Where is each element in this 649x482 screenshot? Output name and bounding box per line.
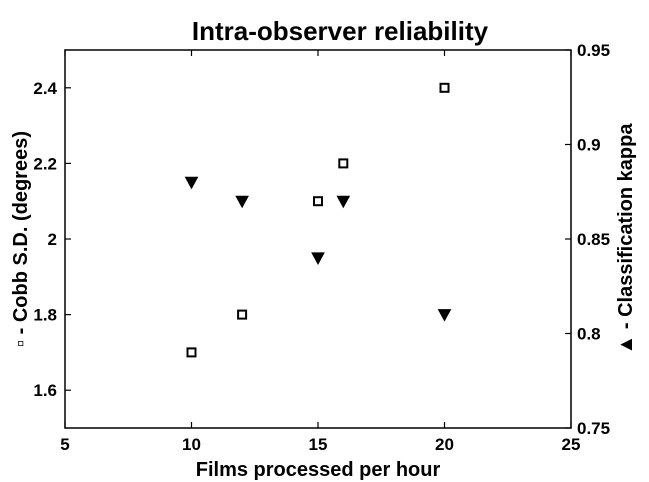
left-y-axis-ticks: 1.6 1.8 2 2.2 2.4 bbox=[33, 79, 71, 400]
data-markers bbox=[184, 82, 452, 358]
right-y-tick-label: 0.95 bbox=[577, 41, 610, 60]
left-y-tick-label: 2.2 bbox=[33, 154, 57, 173]
x-tick-label: 25 bbox=[562, 435, 581, 454]
x-axis-label: Films processed per hour bbox=[196, 459, 441, 481]
plot-frame bbox=[64, 49, 572, 429]
triangle-point bbox=[184, 176, 199, 190]
chart-title: Intra-observer reliability bbox=[192, 16, 489, 46]
left-y-tick-label: 2.4 bbox=[33, 79, 57, 98]
left-y-axis-marker: ▫ bbox=[10, 340, 32, 347]
square-point bbox=[313, 196, 323, 207]
right-y-axis-marker: ▲ bbox=[615, 335, 637, 355]
x-tick-label: 15 bbox=[309, 435, 328, 454]
right-y-axis-ticks: 0.75 0.8 0.85 0.9 0.95 bbox=[565, 41, 610, 438]
square-point bbox=[186, 347, 197, 358]
triangle-point bbox=[336, 195, 351, 209]
left-y-tick-label: 1.6 bbox=[33, 381, 57, 400]
left-y-axis-label-text: - Cobb S.D. (degrees) bbox=[10, 131, 32, 340]
square-point bbox=[439, 82, 450, 93]
right-y-axis-label-text: - Classification kappa bbox=[615, 123, 637, 335]
x-tick-label: 20 bbox=[435, 435, 454, 454]
triangle-point bbox=[311, 252, 325, 265]
right-y-tick-label: 0.85 bbox=[577, 230, 610, 249]
x-tick-label: 5 bbox=[60, 435, 69, 454]
triangle-point bbox=[437, 309, 452, 322]
square-point bbox=[237, 309, 248, 320]
left-y-axis-label: ▫ - Cobb S.D. (degrees) bbox=[10, 131, 32, 347]
right-y-tick-label: 0.8 bbox=[577, 325, 601, 344]
right-y-axis-label: ▲ - Classification kappa bbox=[615, 123, 637, 355]
square-point bbox=[338, 158, 349, 169]
right-y-tick-label: 0.9 bbox=[577, 136, 601, 155]
triangle-point bbox=[235, 195, 249, 209]
left-y-tick-label: 1.8 bbox=[33, 306, 57, 325]
right-y-tick-label: 0.75 bbox=[577, 419, 610, 438]
x-tick-label: 10 bbox=[182, 435, 201, 454]
x-axis-ticks: 5 10 15 20 25 bbox=[60, 50, 580, 454]
left-y-tick-label: 2 bbox=[48, 230, 57, 249]
